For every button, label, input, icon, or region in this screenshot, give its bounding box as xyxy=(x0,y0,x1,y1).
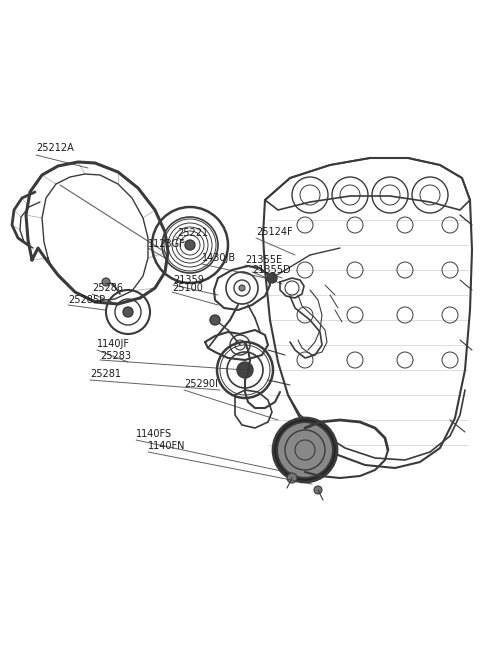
Text: 21359: 21359 xyxy=(173,275,204,285)
Circle shape xyxy=(102,278,110,286)
Circle shape xyxy=(123,307,133,317)
Text: 1140FN: 1140FN xyxy=(148,441,185,451)
Circle shape xyxy=(273,418,337,482)
Text: 25221: 25221 xyxy=(177,228,208,238)
Text: 25285P: 25285P xyxy=(68,295,105,305)
Circle shape xyxy=(267,273,277,283)
Circle shape xyxy=(314,486,322,494)
Text: 21355E: 21355E xyxy=(245,255,282,265)
Text: 1140FS: 1140FS xyxy=(136,429,172,439)
Circle shape xyxy=(210,315,220,325)
Text: 25290I: 25290I xyxy=(184,379,218,389)
Text: 21355D: 21355D xyxy=(252,265,290,275)
Text: 1123GF: 1123GF xyxy=(148,239,186,249)
Text: 1430JB: 1430JB xyxy=(202,253,236,263)
Circle shape xyxy=(287,473,297,483)
Text: 25281: 25281 xyxy=(90,369,121,379)
Text: 25100: 25100 xyxy=(172,283,203,293)
Circle shape xyxy=(239,285,245,291)
Circle shape xyxy=(277,422,333,478)
Text: 25124F: 25124F xyxy=(256,227,293,237)
Text: 1140JF: 1140JF xyxy=(97,339,130,349)
Text: 25212A: 25212A xyxy=(36,143,74,153)
Circle shape xyxy=(185,240,195,250)
Circle shape xyxy=(237,362,253,378)
Text: 25283: 25283 xyxy=(100,351,131,361)
Text: 25286: 25286 xyxy=(92,283,123,293)
